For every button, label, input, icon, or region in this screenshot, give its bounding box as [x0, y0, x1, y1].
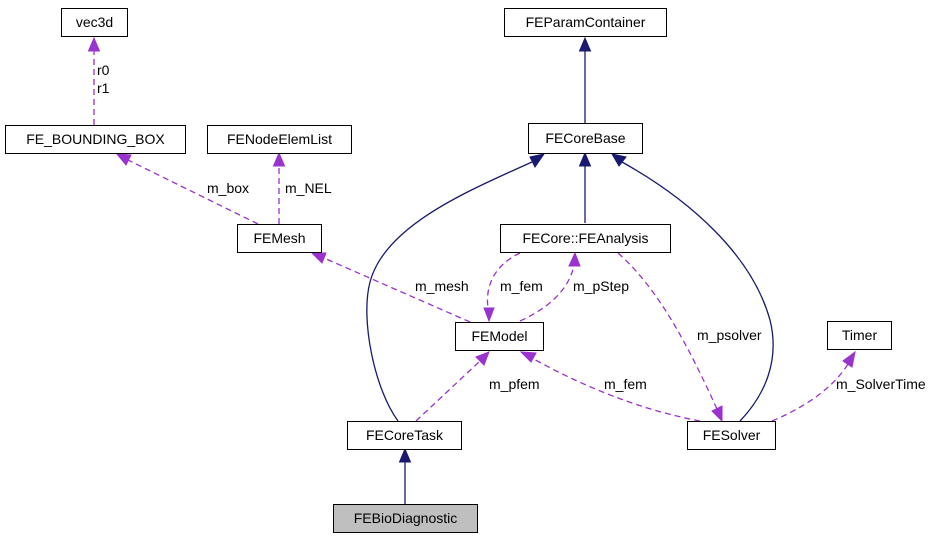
- edge-femodel-to-femesh: [323, 257, 471, 323]
- nodes: vec3d FE_BOUNDING_BOX FENodeElemList FEM…: [5, 8, 892, 533]
- edge-fesolver-to-femodel: [531, 357, 701, 422]
- label-m-solvertime: m_SolverTime: [836, 376, 926, 392]
- node-label-fesolver: FESolver: [703, 427, 761, 443]
- label-m-fem-solver: m_fem: [604, 376, 647, 392]
- node-label-feparamcontainer: FEParamContainer: [526, 14, 646, 30]
- node-femesh[interactable]: FEMesh: [237, 224, 322, 253]
- edge-feanalysis-to-fesolver: [617, 252, 718, 410]
- node-label-fe-bounding-box: FE_BOUNDING_BOX: [26, 131, 165, 147]
- arrowhead-vec3d: [87, 36, 101, 52]
- label-m-psolver: m_psolver: [697, 327, 762, 343]
- label-m-fem-analysis: m_fem: [500, 278, 543, 294]
- arrowhead-femodel-from-fecoretask: [475, 351, 490, 366]
- node-label-fecorebase: FECoreBase: [545, 130, 625, 146]
- arrowhead-femodel-from-feanalysis: [483, 307, 495, 323]
- label-m-pstep: m_pStep: [573, 278, 629, 294]
- edge-fesolver-to-fecorebase: [621, 161, 774, 422]
- arrowhead-femodel-from-fesolver: [519, 351, 537, 363]
- node-vec3d[interactable]: vec3d: [61, 8, 128, 37]
- member-edges: [87, 36, 856, 423]
- label-r0: r0: [97, 62, 110, 78]
- edge-femodel-to-feanalysis: [519, 264, 575, 322]
- label-m-nel: m_NEL: [285, 180, 332, 196]
- node-label-fecoretask: FECoreTask: [366, 427, 444, 443]
- node-label-femodel: FEModel: [471, 328, 527, 344]
- label-m-pfem: m_pfem: [489, 376, 540, 392]
- node-fe-bounding-box[interactable]: FE_BOUNDING_BOX: [5, 125, 186, 154]
- node-femodel[interactable]: FEModel: [455, 322, 544, 351]
- node-fesolver[interactable]: FESolver: [687, 421, 776, 450]
- label-m-box: m_box: [207, 180, 249, 196]
- node-label-femesh: FEMesh: [253, 230, 305, 246]
- edge-fecoretask-to-femodel: [415, 360, 481, 422]
- node-febiodiagnostic[interactable]: FEBioDiagnostic: [333, 504, 478, 533]
- node-fenodeelemlist[interactable]: FENodeElemList: [207, 125, 352, 154]
- edge-fesolver-to-timer: [771, 363, 849, 422]
- arrowhead-fesolver: [711, 405, 723, 423]
- node-label-fecore-feanalysis: FECore::FEAnalysis: [522, 230, 648, 246]
- arrowhead-fecorebase-from-fesolver: [610, 153, 627, 167]
- edge-femesh-to-boundingbox: [127, 159, 259, 225]
- node-label-timer: Timer: [842, 327, 878, 343]
- node-label-vec3d: vec3d: [76, 14, 113, 30]
- arrowhead-timer: [842, 350, 856, 368]
- arrowhead-boundingbox: [115, 153, 132, 166]
- inheritance-edges: [366, 36, 774, 504]
- node-fecore-feanalysis[interactable]: FECore::FEAnalysis: [500, 224, 671, 253]
- node-fecorebase[interactable]: FECoreBase: [528, 123, 643, 154]
- node-fecoretask[interactable]: FECoreTask: [347, 421, 462, 450]
- arrowhead-femesh: [310, 252, 327, 264]
- node-timer[interactable]: Timer: [827, 321, 892, 350]
- arrowhead-feanalysis-from-femodel: [568, 251, 581, 267]
- edge-fecoretask-to-fecorebase: [366, 161, 533, 422]
- node-label-febiodiagnostic: FEBioDiagnostic: [354, 510, 458, 526]
- edge-feanalysis-to-femodel: [486, 252, 521, 309]
- arrowhead-fecoretask: [398, 447, 412, 463]
- arrowhead-feparamcontainer: [578, 36, 592, 52]
- node-label-fenodeelemlist: FENodeElemList: [227, 131, 332, 147]
- arrowhead-fecorebase-from-fecoretask: [529, 153, 546, 168]
- label-r1: r1: [97, 80, 110, 96]
- label-m-mesh: m_mesh: [415, 278, 469, 294]
- node-feparamcontainer[interactable]: FEParamContainer: [504, 8, 667, 37]
- arrowhead-fecorebase-from-feanalysis: [578, 151, 592, 167]
- arrowhead-nodeelemlist: [272, 151, 286, 167]
- edge-labels: r0 r1 m_box m_NEL m_mesh m_fem m_pStep m…: [97, 62, 926, 392]
